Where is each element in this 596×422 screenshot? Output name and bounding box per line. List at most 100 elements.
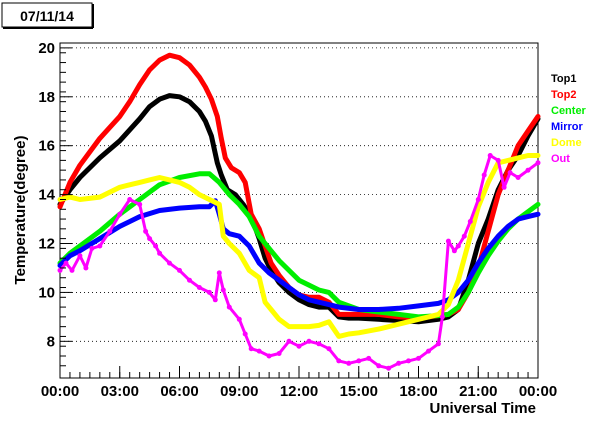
data-point-mirror bbox=[207, 204, 212, 209]
data-point-center bbox=[247, 214, 252, 219]
data-point-dome bbox=[446, 302, 451, 307]
data-point-dome bbox=[506, 158, 511, 163]
data-point-mirror bbox=[257, 261, 262, 266]
x-tick-label: 00:00 bbox=[41, 383, 79, 400]
data-point-out bbox=[107, 228, 113, 234]
data-point-out bbox=[366, 355, 372, 361]
data-point-mirror bbox=[526, 214, 530, 219]
x-tick-label: 15:00 bbox=[340, 383, 378, 400]
data-point-mirror bbox=[227, 231, 232, 236]
data-point-mirror bbox=[396, 306, 401, 311]
data-point-center bbox=[157, 182, 162, 187]
data-point-top2 bbox=[316, 295, 321, 300]
data-point-out bbox=[266, 353, 272, 359]
date-box: 07/11/14 bbox=[1, 2, 94, 29]
data-point-dome bbox=[346, 332, 351, 336]
data-point-mirror bbox=[177, 206, 182, 211]
data-point-top2 bbox=[177, 55, 182, 60]
data-point-dome bbox=[197, 192, 202, 197]
data-point-mirror bbox=[297, 292, 301, 297]
y-tick-label: 16 bbox=[38, 138, 55, 155]
legend-entry-top2: Top2 bbox=[551, 89, 576, 101]
data-point-top1 bbox=[263, 256, 268, 261]
data-point-center bbox=[466, 290, 471, 295]
data-point-dome bbox=[221, 234, 226, 239]
data-point-dome bbox=[237, 251, 242, 256]
data-point-out bbox=[296, 343, 302, 349]
data-point-mirror bbox=[68, 253, 72, 258]
x-tick-label: 09:00 bbox=[220, 383, 258, 400]
axes: 8 10 12 14 16 18 20 00:00 03:00 06:00 09:00 12:00 15… bbox=[38, 40, 557, 400]
data-point-dome bbox=[336, 334, 341, 339]
data-point-top2 bbox=[167, 53, 172, 58]
data-point-out bbox=[242, 331, 248, 337]
data-point-top1 bbox=[356, 316, 361, 321]
data-point-center bbox=[297, 278, 301, 283]
data-point-center bbox=[526, 209, 530, 214]
x-tick-label: 18:00 bbox=[399, 383, 437, 400]
data-point-center bbox=[257, 234, 262, 239]
data-point-out bbox=[346, 360, 352, 366]
data-point-top2 bbox=[68, 180, 72, 185]
data-point-center bbox=[336, 300, 341, 305]
data-point-top1 bbox=[346, 316, 351, 321]
data-point-mirror bbox=[117, 224, 122, 229]
legend-entry-top1: Top1 bbox=[551, 73, 576, 85]
data-point-center bbox=[476, 270, 481, 275]
data-point-top1 bbox=[167, 93, 172, 98]
data-point-out bbox=[127, 197, 133, 202]
data-point-dome bbox=[147, 177, 152, 182]
data-point-top2 bbox=[536, 114, 540, 119]
data-point-top1 bbox=[97, 155, 102, 160]
date-box-frame bbox=[1, 2, 93, 28]
data-point-mirror bbox=[376, 307, 381, 312]
data-point-dome bbox=[207, 197, 212, 202]
data-point-out bbox=[461, 233, 467, 239]
data-point-out bbox=[83, 265, 89, 271]
data-point-out bbox=[501, 184, 507, 190]
data-point-top1 bbox=[307, 302, 311, 307]
data-point-out bbox=[97, 243, 103, 249]
data-point-out bbox=[137, 201, 143, 207]
y-tick-label: 8 bbox=[47, 333, 55, 350]
data-point-top2 bbox=[229, 165, 234, 170]
data-point-out bbox=[220, 287, 226, 293]
data-point-mirror bbox=[97, 236, 102, 241]
data-point-top2 bbox=[157, 58, 162, 63]
data-point-dome bbox=[277, 317, 282, 322]
data-point-out bbox=[326, 346, 332, 352]
data-point-out bbox=[396, 360, 402, 366]
data-point-mirror bbox=[316, 300, 321, 305]
data-point-mirror bbox=[336, 305, 341, 310]
data-point-dome bbox=[97, 195, 102, 200]
data-point-dome bbox=[227, 241, 232, 246]
data-point-out bbox=[286, 338, 292, 344]
data-point-center bbox=[217, 180, 222, 185]
data-point-center bbox=[197, 171, 202, 176]
legend-entry-dome: Dome bbox=[551, 137, 582, 149]
date-label: 07/11/14 bbox=[20, 8, 74, 24]
data-point-out bbox=[63, 260, 69, 266]
data-point-top1 bbox=[209, 133, 214, 138]
data-point-mirror bbox=[157, 208, 162, 213]
data-point-dome bbox=[187, 185, 192, 190]
data-point-out bbox=[57, 267, 63, 273]
data-point-out bbox=[507, 170, 513, 176]
data-point-dome bbox=[307, 324, 311, 329]
data-point-top1 bbox=[197, 109, 202, 114]
data-point-top2 bbox=[197, 75, 202, 80]
data-point-out bbox=[455, 243, 461, 249]
data-point-mirror bbox=[506, 224, 511, 229]
data-point-top1 bbox=[177, 94, 182, 99]
data-point-out bbox=[226, 304, 232, 310]
data-point-mirror bbox=[307, 297, 311, 302]
data-point-out bbox=[495, 157, 501, 163]
data-point-dome bbox=[269, 307, 274, 312]
data-point-top1 bbox=[436, 317, 441, 322]
data-point-mirror bbox=[267, 270, 272, 275]
data-point-out bbox=[451, 248, 457, 254]
data-point-center bbox=[316, 288, 321, 292]
data-point-center bbox=[307, 283, 311, 288]
y-tick-label: 10 bbox=[38, 284, 55, 301]
data-point-dome bbox=[376, 327, 381, 332]
